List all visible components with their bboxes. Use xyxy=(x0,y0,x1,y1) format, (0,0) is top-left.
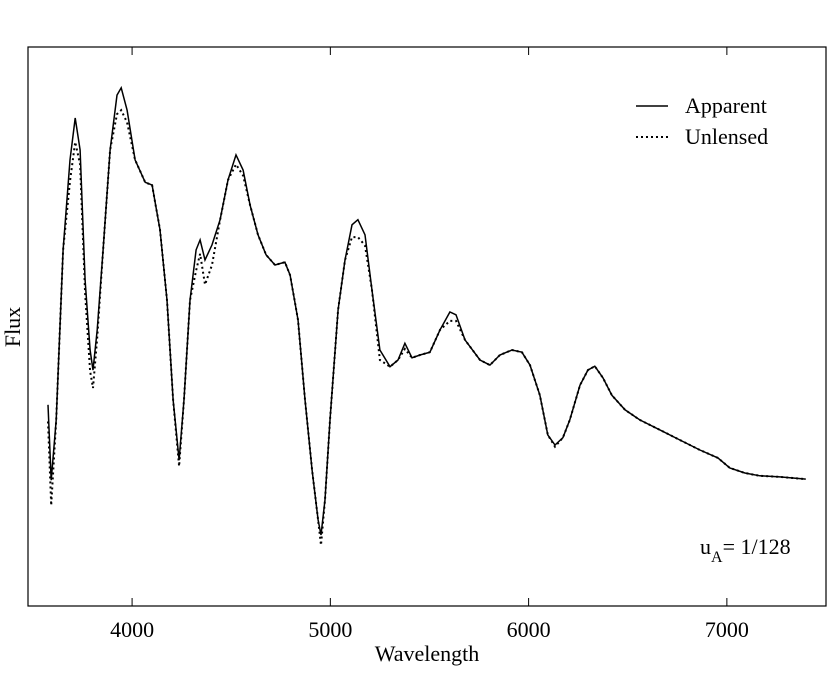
annotation-part: u xyxy=(700,534,711,559)
legend-label: Unlensed xyxy=(685,124,768,149)
x-tick-label: 4000 xyxy=(110,617,154,642)
annotation: uA= 1/128 xyxy=(700,534,791,566)
x-tick-label: 6000 xyxy=(507,617,551,642)
x-axis-label: Wavelength xyxy=(375,641,480,666)
data-line xyxy=(47,85,806,536)
x-tick-label: 5000 xyxy=(308,617,352,642)
legend-label: Apparent xyxy=(685,93,767,118)
annotation-part: = 1/128 xyxy=(723,534,791,559)
y-axis-label: Flux xyxy=(0,307,25,347)
x-tick-label: 7000 xyxy=(705,617,749,642)
data-line xyxy=(47,108,806,546)
annotation-subscript: A xyxy=(711,549,723,566)
plot-frame xyxy=(27,46,827,607)
